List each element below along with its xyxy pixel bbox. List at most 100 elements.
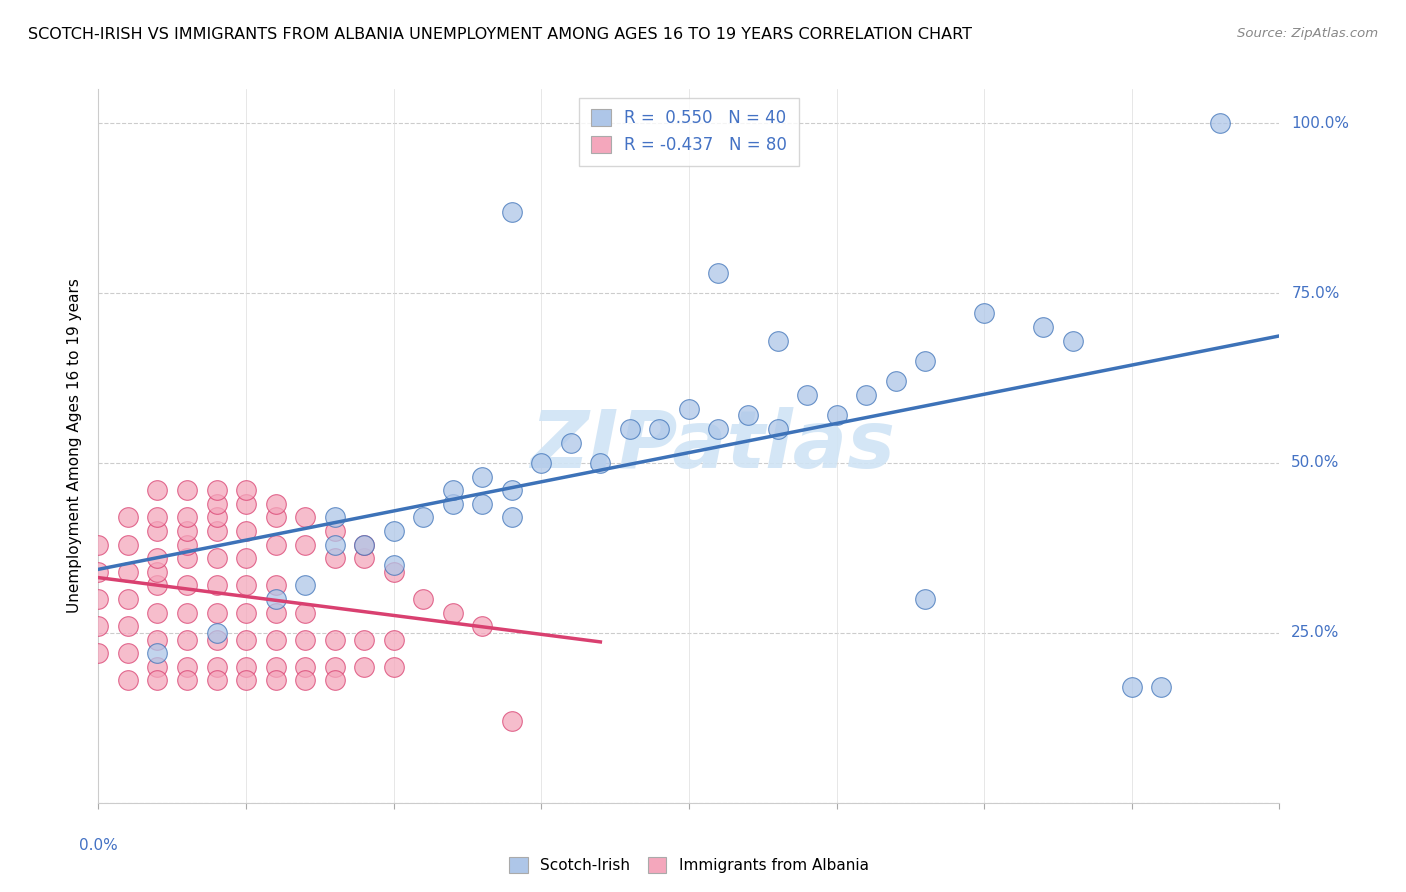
Point [146,483,169,498]
Point [235,578,257,592]
Point [294,660,316,674]
Point [441,606,464,620]
Point [353,632,375,647]
Point [412,510,434,524]
Point [707,422,730,436]
Point [796,388,818,402]
Text: 50.0%: 50.0% [1291,456,1340,470]
Point [323,510,346,524]
Point [766,334,789,348]
Point [176,606,198,620]
Point [205,524,228,538]
Point [382,660,405,674]
Point [1032,320,1054,334]
Point [176,673,198,688]
Point [205,632,228,647]
Point [294,632,316,647]
Point [323,524,346,538]
Point [87,619,110,633]
Point [412,591,434,606]
Point [176,578,198,592]
Point [884,375,907,389]
Text: 0.0%: 0.0% [79,838,118,854]
Point [205,673,228,688]
Point [766,422,789,436]
Text: ZIPatlas: ZIPatlas [530,407,896,485]
Point [117,646,139,660]
Point [264,606,287,620]
Point [117,619,139,633]
Point [87,646,110,660]
Point [264,591,287,606]
Point [87,537,110,551]
Point [205,578,228,592]
Point [353,660,375,674]
Point [176,483,198,498]
Point [294,673,316,688]
Point [973,306,995,320]
Point [146,660,169,674]
Point [264,510,287,524]
Point [117,591,139,606]
Point [235,673,257,688]
Point [294,606,316,620]
Point [914,354,936,368]
Point [235,524,257,538]
Point [146,551,169,566]
Point [648,422,671,436]
Text: 25.0%: 25.0% [1291,625,1340,640]
Point [382,558,405,572]
Point [264,578,287,592]
Point [205,497,228,511]
Point [117,510,139,524]
Legend: Scotch-Irish, Immigrants from Albania: Scotch-Irish, Immigrants from Albania [502,849,876,880]
Point [323,632,346,647]
Point [737,409,759,423]
Point [235,551,257,566]
Point [205,660,228,674]
Point [441,483,464,498]
Point [146,646,169,660]
Point [855,388,877,402]
Point [471,619,494,633]
Point [117,565,139,579]
Point [146,578,169,592]
Point [294,578,316,592]
Point [501,714,523,729]
Point [501,510,523,524]
Point [176,632,198,647]
Point [205,606,228,620]
Point [382,524,405,538]
Point [707,266,730,280]
Text: Source: ZipAtlas.com: Source: ZipAtlas.com [1237,27,1378,40]
Point [87,565,110,579]
Point [560,435,582,450]
Point [471,469,494,483]
Point [530,456,553,470]
Point [382,565,405,579]
Point [235,632,257,647]
Point [471,497,494,511]
Text: 100.0%: 100.0% [1291,116,1350,131]
Text: SCOTCH-IRISH VS IMMIGRANTS FROM ALBANIA UNEMPLOYMENT AMONG AGES 16 TO 19 YEARS C: SCOTCH-IRISH VS IMMIGRANTS FROM ALBANIA … [28,27,972,42]
Point [235,497,257,511]
Point [205,551,228,566]
Point [501,483,523,498]
Point [323,537,346,551]
Point [1121,680,1143,694]
Point [146,673,169,688]
Point [146,632,169,647]
Point [176,510,198,524]
Point [323,551,346,566]
Point [176,537,198,551]
Point [176,524,198,538]
Point [501,204,523,219]
Point [353,551,375,566]
Point [1209,116,1232,130]
Point [294,537,316,551]
Point [619,422,641,436]
Point [441,497,464,511]
Point [353,537,375,551]
Point [146,565,169,579]
Point [264,497,287,511]
